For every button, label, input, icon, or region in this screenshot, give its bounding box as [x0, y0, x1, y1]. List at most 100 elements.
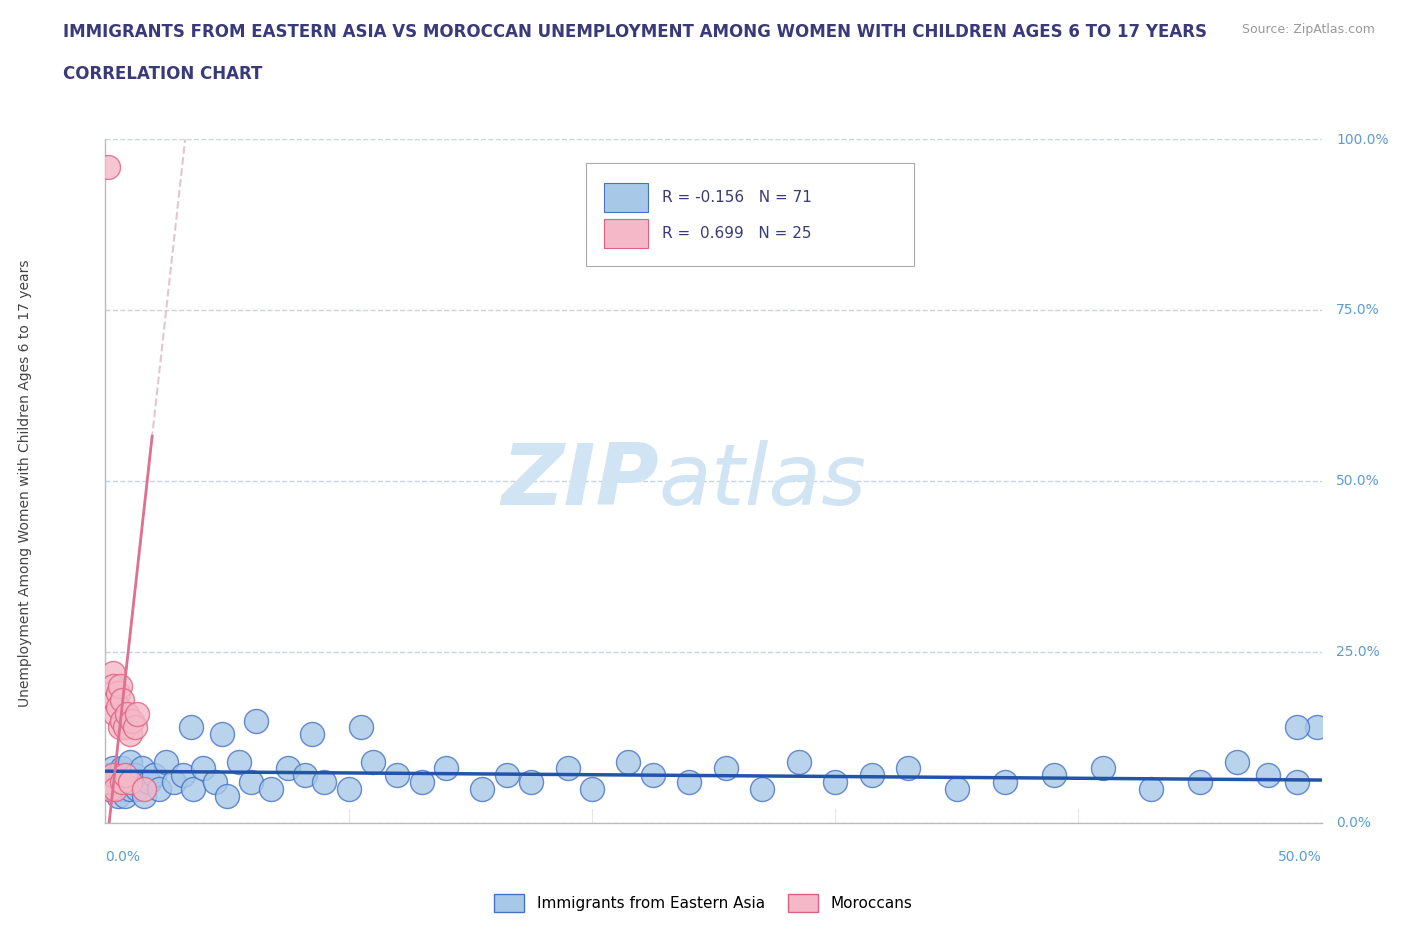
Legend: Immigrants from Eastern Asia, Moroccans: Immigrants from Eastern Asia, Moroccans — [488, 888, 918, 918]
Point — [228, 754, 250, 769]
Point — [138, 775, 160, 790]
Text: ZIP: ZIP — [501, 440, 659, 523]
Point — [121, 713, 143, 728]
Point — [314, 775, 336, 790]
Point — [897, 761, 920, 776]
Point — [240, 775, 263, 790]
Point — [495, 768, 517, 783]
Point — [191, 761, 214, 776]
Point — [1257, 768, 1279, 783]
Point — [98, 775, 121, 790]
Point — [148, 781, 170, 796]
Point — [114, 789, 136, 804]
Point — [107, 789, 129, 804]
Point — [104, 775, 127, 790]
Point — [245, 713, 267, 728]
Point — [787, 754, 810, 769]
Point — [350, 720, 373, 735]
Point — [134, 789, 156, 804]
Point — [131, 761, 153, 776]
Point — [361, 754, 384, 769]
Point — [1091, 761, 1114, 776]
Point — [180, 720, 202, 735]
Point — [108, 775, 131, 790]
Point — [824, 775, 846, 790]
Point — [143, 768, 166, 783]
Point — [1286, 775, 1309, 790]
Text: Source: ZipAtlas.com: Source: ZipAtlas.com — [1241, 23, 1375, 36]
Point — [471, 781, 494, 796]
Point — [108, 679, 131, 694]
Point — [751, 781, 773, 796]
Point — [111, 693, 134, 708]
Point — [520, 775, 543, 790]
Point — [114, 768, 136, 783]
Point — [121, 775, 143, 790]
Point — [125, 781, 148, 796]
Point — [98, 781, 121, 796]
Text: R = -0.156   N = 71: R = -0.156 N = 71 — [662, 190, 813, 206]
Point — [101, 781, 124, 796]
Point — [211, 726, 233, 741]
Point — [107, 768, 129, 783]
Point — [1225, 754, 1247, 769]
Point — [714, 761, 737, 776]
Point — [641, 768, 664, 783]
Point — [97, 159, 120, 174]
Point — [101, 761, 124, 776]
Point — [277, 761, 299, 776]
Point — [107, 699, 129, 714]
Point — [97, 775, 120, 790]
Text: 25.0%: 25.0% — [1336, 645, 1379, 659]
Point — [111, 713, 134, 728]
Text: 0.0%: 0.0% — [105, 850, 141, 864]
Point — [162, 775, 184, 790]
Point — [117, 768, 139, 783]
FancyBboxPatch shape — [586, 164, 914, 266]
Point — [114, 720, 136, 735]
Text: 50.0%: 50.0% — [1336, 474, 1379, 488]
Text: R =  0.699   N = 25: R = 0.699 N = 25 — [662, 226, 813, 241]
Point — [678, 775, 700, 790]
Point — [104, 781, 127, 796]
Point — [111, 775, 134, 790]
Point — [1286, 720, 1309, 735]
Point — [1306, 720, 1329, 735]
Text: IMMIGRANTS FROM EASTERN ASIA VS MOROCCAN UNEMPLOYMENT AMONG WOMEN WITH CHILDREN : IMMIGRANTS FROM EASTERN ASIA VS MOROCCAN… — [63, 23, 1208, 41]
Point — [124, 768, 146, 783]
Point — [860, 768, 883, 783]
Text: atlas: atlas — [659, 440, 868, 523]
Point — [118, 726, 141, 741]
Point — [337, 781, 360, 796]
Point — [1043, 768, 1066, 783]
Text: 50.0%: 50.0% — [1278, 850, 1322, 864]
Point — [1140, 781, 1163, 796]
Point — [118, 775, 141, 790]
Point — [172, 768, 194, 783]
Point — [117, 706, 139, 721]
Text: Unemployment Among Women with Children Ages 6 to 17 years: Unemployment Among Women with Children A… — [18, 259, 32, 708]
Point — [134, 781, 156, 796]
Point — [217, 789, 239, 804]
Point — [101, 665, 124, 680]
Point — [124, 720, 146, 735]
Text: 75.0%: 75.0% — [1336, 303, 1379, 317]
Point — [294, 768, 316, 783]
Point — [557, 761, 579, 776]
Point — [125, 706, 148, 721]
Text: 100.0%: 100.0% — [1336, 132, 1389, 147]
Point — [98, 781, 121, 796]
Text: CORRELATION CHART: CORRELATION CHART — [63, 65, 263, 83]
Point — [1189, 775, 1212, 790]
FancyBboxPatch shape — [605, 219, 648, 248]
Point — [101, 679, 124, 694]
Point — [155, 754, 177, 769]
Point — [111, 761, 134, 776]
Point — [581, 781, 603, 796]
Point — [98, 768, 121, 783]
FancyBboxPatch shape — [605, 183, 648, 212]
Point — [617, 754, 640, 769]
Point — [107, 685, 129, 700]
Point — [204, 775, 226, 790]
Point — [434, 761, 457, 776]
